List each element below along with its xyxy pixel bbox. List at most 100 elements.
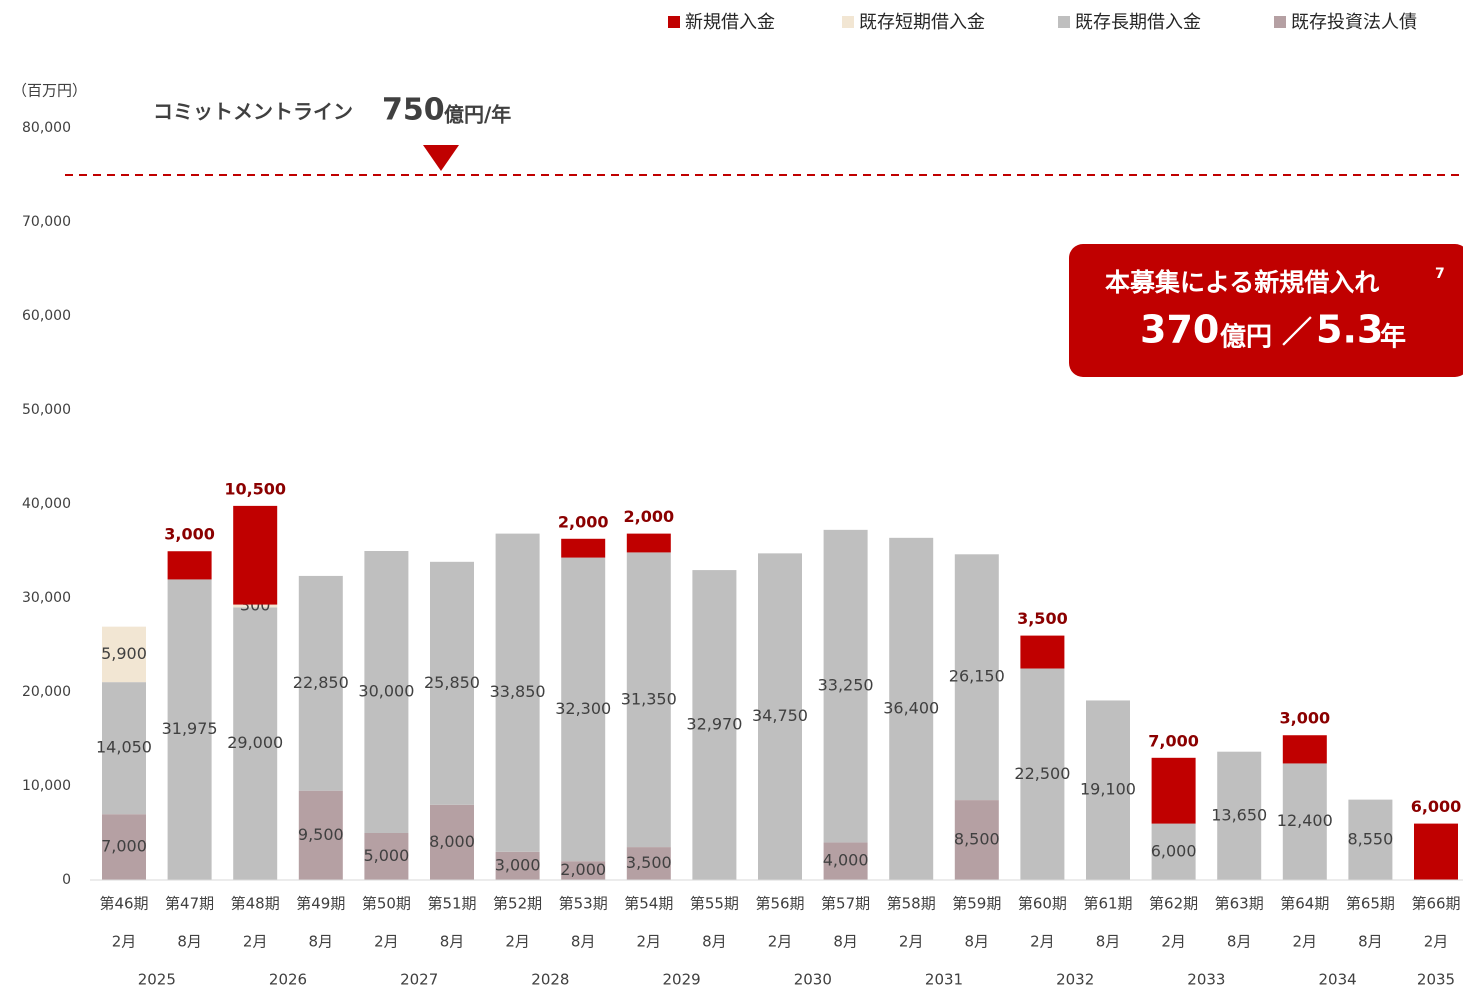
- x-month-label: 2月: [374, 933, 399, 951]
- x-year-label: 2034: [1319, 971, 1357, 987]
- y-tick-label: 50,000: [22, 402, 71, 418]
- callout-amount: 370: [1140, 308, 1219, 352]
- x-tick-label: 第51期: [427, 895, 476, 913]
- bar-segment: [102, 626, 146, 683]
- y-tick-label: 10,000: [22, 778, 71, 794]
- value-label: 33,850: [490, 682, 546, 701]
- x-tick-label: 第60期: [1018, 895, 1067, 913]
- callout-note: 7: [1435, 266, 1445, 282]
- x-tick-label: 第49期: [296, 895, 345, 913]
- legend-label: 既存長期借入金: [1075, 12, 1201, 33]
- x-tick-label: 第65期: [1346, 895, 1395, 913]
- x-month-label: 8月: [1358, 933, 1383, 951]
- bar-segment: [233, 607, 278, 880]
- bar-segment: [954, 800, 999, 880]
- bar-segment: [561, 557, 606, 862]
- x-month-label: 2月: [768, 933, 793, 951]
- y-tick-label: 30,000: [22, 590, 71, 606]
- x-tick-label: 第61期: [1083, 895, 1132, 913]
- value-label: 3,000: [164, 525, 215, 544]
- x-year-label: 2032: [1056, 971, 1094, 987]
- bar-segment: [1151, 757, 1196, 824]
- x-month-label: 8月: [440, 933, 465, 951]
- value-label: 29,000: [227, 733, 283, 752]
- x-year-label: 2028: [531, 971, 569, 987]
- value-label: 8,550: [1347, 829, 1393, 848]
- value-label: 5,000: [363, 846, 409, 865]
- bar-segment: [1217, 751, 1262, 880]
- callout-box: [1069, 244, 1463, 377]
- value-label: 3,500: [626, 853, 672, 872]
- value-label: 32,970: [686, 715, 742, 734]
- bar-segment: [430, 804, 474, 880]
- bar-segment: [626, 847, 671, 880]
- x-year-label: 2027: [400, 971, 438, 987]
- bar-segment: [167, 579, 212, 880]
- y-tick-label: 70,000: [22, 214, 71, 230]
- value-label: 10,500: [224, 479, 286, 498]
- x-month-label: 8月: [833, 933, 858, 951]
- bar-segment: [1086, 700, 1130, 880]
- x-month-label: 2月: [112, 933, 137, 951]
- x-year-label: 2031: [925, 971, 963, 987]
- value-label: 31,350: [621, 689, 677, 708]
- bar-segment: [1282, 763, 1327, 880]
- x-month-label: 2月: [637, 933, 662, 951]
- x-tick-label: 第58期: [887, 895, 936, 913]
- bar-segment: [1348, 799, 1393, 880]
- legend-label: 既存投資法人債: [1291, 12, 1417, 33]
- bar-segment: [364, 833, 409, 880]
- x-tick-label: 第63期: [1215, 895, 1264, 913]
- bar-segment: [495, 533, 540, 852]
- bar-segment: [1282, 735, 1327, 764]
- value-label: 13,650: [1211, 805, 1267, 824]
- value-label: 12,400: [1277, 811, 1333, 830]
- unit-label: （百万円）: [12, 82, 87, 100]
- bar-segment: [102, 814, 146, 880]
- value-label: 3,000: [1279, 709, 1330, 728]
- bar-segment: [102, 682, 146, 815]
- value-label: 22,500: [1014, 764, 1070, 783]
- value-label: 9,500: [298, 825, 344, 844]
- x-month-label: 8月: [571, 933, 596, 951]
- x-month-label: 8月: [702, 933, 727, 951]
- bar-segment: [1414, 823, 1458, 880]
- value-label: 30,000: [358, 682, 414, 701]
- commitment-label: コミットメントライン: [153, 100, 353, 124]
- bar-segment: [1020, 635, 1065, 669]
- x-month-label: 2月: [1424, 933, 1449, 951]
- bar-segment: [823, 842, 868, 880]
- x-month-label: 2月: [1293, 933, 1318, 951]
- x-tick-label: 第46期: [99, 895, 148, 913]
- bar-segment: [1020, 668, 1065, 880]
- callout-separator: ／: [1282, 316, 1312, 351]
- bar-segment: [233, 604, 278, 608]
- value-label: 33,250: [818, 676, 874, 695]
- value-label: 32,300: [555, 699, 611, 718]
- value-label: 4,000: [823, 851, 869, 870]
- bar-segment: [954, 554, 999, 801]
- x-month-label: 2月: [505, 933, 530, 951]
- x-year-label: 2026: [269, 971, 307, 987]
- x-month-label: 2月: [1030, 933, 1055, 951]
- commitment-amount: 750: [382, 93, 445, 128]
- value-label: 36,400: [883, 698, 939, 717]
- value-label: 31,975: [162, 719, 218, 738]
- value-label: 3,000: [495, 855, 541, 874]
- bar-segment: [364, 551, 409, 833]
- x-tick-label: 第47期: [165, 895, 214, 913]
- x-tick-label: 第53期: [559, 895, 608, 913]
- y-tick-label: 0: [62, 872, 71, 888]
- x-month-label: 2月: [243, 933, 268, 951]
- legend-swatch: [1274, 16, 1286, 28]
- bar-segment: [823, 529, 868, 843]
- bar-segment: [430, 561, 474, 805]
- x-tick-label: 第56期: [755, 895, 804, 913]
- x-year-label: 2035: [1417, 971, 1455, 987]
- y-tick-label: 60,000: [22, 308, 71, 324]
- value-label: 3,500: [1017, 609, 1068, 628]
- value-label: 26,150: [949, 667, 1005, 686]
- x-month-label: 8月: [1227, 933, 1252, 951]
- legend-swatch: [1058, 16, 1070, 28]
- value-label: 22,850: [293, 673, 349, 692]
